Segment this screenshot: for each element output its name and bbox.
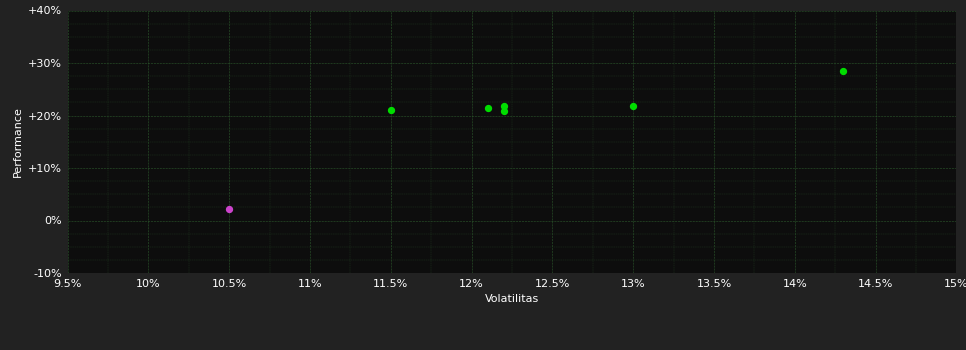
Point [497, 103, 512, 109]
Point [625, 103, 640, 109]
Y-axis label: Performance: Performance [13, 106, 22, 177]
X-axis label: Volatilitas: Volatilitas [485, 294, 539, 304]
Point [836, 68, 851, 74]
Point [480, 105, 496, 111]
Point [384, 107, 399, 113]
Point [221, 206, 237, 212]
Point [497, 108, 512, 113]
